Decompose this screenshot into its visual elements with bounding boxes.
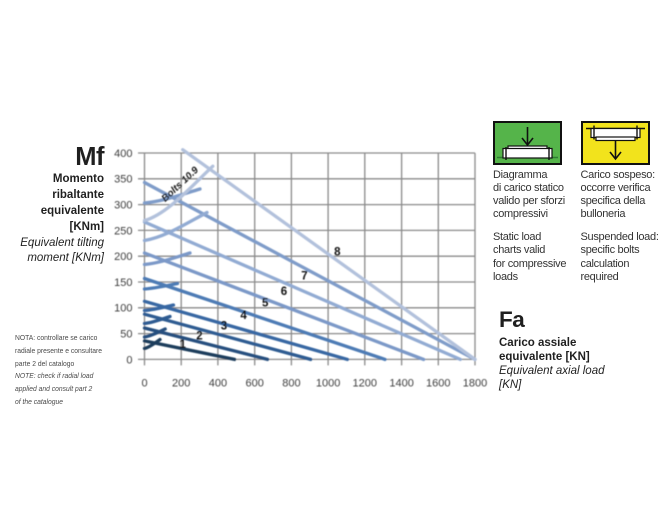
svg-text:800: 800 — [282, 378, 300, 390]
svg-text:1800: 1800 — [463, 378, 487, 390]
svg-text:0: 0 — [141, 378, 147, 390]
svg-text:200: 200 — [172, 378, 190, 390]
svg-text:150: 150 — [114, 277, 132, 289]
svg-text:1400: 1400 — [389, 378, 413, 390]
svg-text:600: 600 — [246, 378, 264, 390]
svg-text:1: 1 — [179, 339, 186, 351]
svg-text:0: 0 — [126, 354, 132, 366]
svg-text:1200: 1200 — [353, 378, 377, 390]
svg-text:8: 8 — [334, 246, 341, 258]
svg-text:350: 350 — [114, 174, 132, 186]
svg-text:5: 5 — [262, 297, 269, 309]
svg-text:50: 50 — [120, 329, 132, 341]
svg-text:400: 400 — [209, 378, 227, 390]
svg-text:300: 300 — [114, 200, 132, 212]
svg-text:3: 3 — [221, 321, 227, 333]
svg-text:400: 400 — [114, 148, 132, 160]
svg-text:200: 200 — [114, 251, 132, 263]
svg-text:250: 250 — [114, 225, 132, 237]
svg-text:100: 100 — [114, 303, 132, 315]
svg-text:2: 2 — [196, 331, 202, 343]
svg-text:4: 4 — [240, 310, 247, 322]
svg-text:7: 7 — [301, 271, 307, 283]
svg-text:6: 6 — [281, 286, 287, 298]
svg-text:1600: 1600 — [426, 378, 450, 390]
svg-text:1000: 1000 — [316, 378, 340, 390]
